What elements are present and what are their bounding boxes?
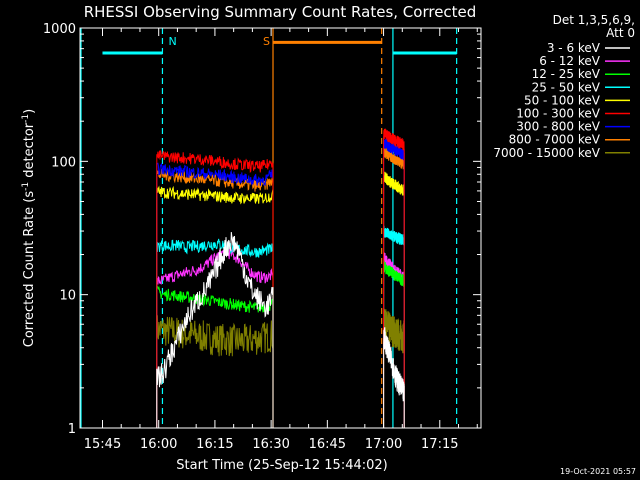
y-axis-label: Corrected Count Rate (s-1 detector-1)	[21, 109, 37, 347]
x-axis-label: Start Time (25-Sep-12 15:44:02)	[176, 458, 387, 473]
generation-timestamp: 19-Oct-2021 05:57	[560, 467, 636, 476]
series-line-seg1	[156, 231, 274, 429]
series-line-seg2	[383, 171, 405, 429]
series-layer	[156, 128, 405, 429]
x-axis: 15:45 16:00 16:15 16:30 16:45 17:00 17:15	[84, 28, 478, 452]
y-axis-label-part1: Corrected Count Rate (s	[22, 191, 37, 348]
legend-entry-label: 6 - 12 keV	[539, 54, 601, 68]
series-line-seg1	[156, 150, 274, 429]
series-line-seg2	[383, 136, 405, 429]
series-line-seg1	[156, 238, 274, 429]
series-8	[156, 307, 405, 429]
x-tick-label: 16:45	[309, 437, 346, 452]
series-line-seg2	[383, 225, 405, 429]
x-tick-label: 16:00	[140, 437, 177, 452]
y-tick-label: 10	[59, 289, 76, 304]
legend-entry-label: 3 - 6 keV	[547, 41, 601, 55]
legend-entry-label: 7000 - 15000 keV	[493, 146, 600, 160]
y-tick-label: 1000	[43, 22, 76, 37]
y-axis-label-part2: detector	[22, 122, 37, 182]
series-6	[156, 136, 405, 429]
legend-entry-label: 100 - 300 keV	[516, 107, 600, 121]
y-axis-label-part3: )	[22, 109, 37, 114]
legend-entry-label: 800 - 7000 keV	[509, 133, 601, 147]
series-line-seg1	[156, 284, 274, 429]
series-line-seg2	[383, 260, 405, 429]
series-line-seg2	[383, 128, 405, 429]
plot-frame	[79, 27, 482, 429]
x-tick-label: 16:30	[252, 437, 289, 452]
legend-header-detectors: Det 1,3,5,6,9,	[553, 13, 635, 27]
y-tick-label: 100	[51, 155, 76, 170]
y-axis: 1 10 100 1000	[43, 22, 481, 437]
series-line-seg2	[383, 307, 405, 429]
series-line-seg1	[156, 185, 274, 429]
series-line-seg1	[156, 162, 274, 429]
series-5	[156, 128, 405, 429]
series-0	[156, 231, 405, 429]
x-tick-label: 16:15	[196, 437, 233, 452]
y-tick-label: 1	[68, 422, 76, 437]
x-tick-label: 17:00	[365, 437, 402, 452]
series-line-seg2	[383, 327, 405, 429]
time-marker-label: S	[263, 35, 270, 48]
legend-entry-label: 300 - 800 keV	[516, 120, 600, 134]
series-line-seg1	[156, 315, 274, 429]
legend-entry-label: 12 - 25 keV	[532, 67, 601, 81]
flag-bars	[102, 40, 457, 55]
y-axis-label-sup1: -1	[21, 182, 31, 191]
y-axis-label-sup2: -1	[21, 114, 31, 123]
legend-entry-label: 25 - 50 keV	[532, 80, 601, 94]
legend-header-attenuator: Att 0	[606, 26, 635, 40]
series-line-seg1	[156, 245, 274, 429]
x-tick-label: 15:45	[84, 437, 121, 452]
series-3	[156, 225, 405, 429]
time-marker-label: N	[168, 35, 176, 48]
series-4	[156, 171, 405, 429]
x-tick-label: 17:15	[421, 437, 458, 452]
chart-title: RHESSI Observing Summary Count Rates, Co…	[84, 3, 477, 21]
series-2	[156, 260, 405, 429]
legend-entry-label: 50 - 100 keV	[524, 93, 601, 107]
